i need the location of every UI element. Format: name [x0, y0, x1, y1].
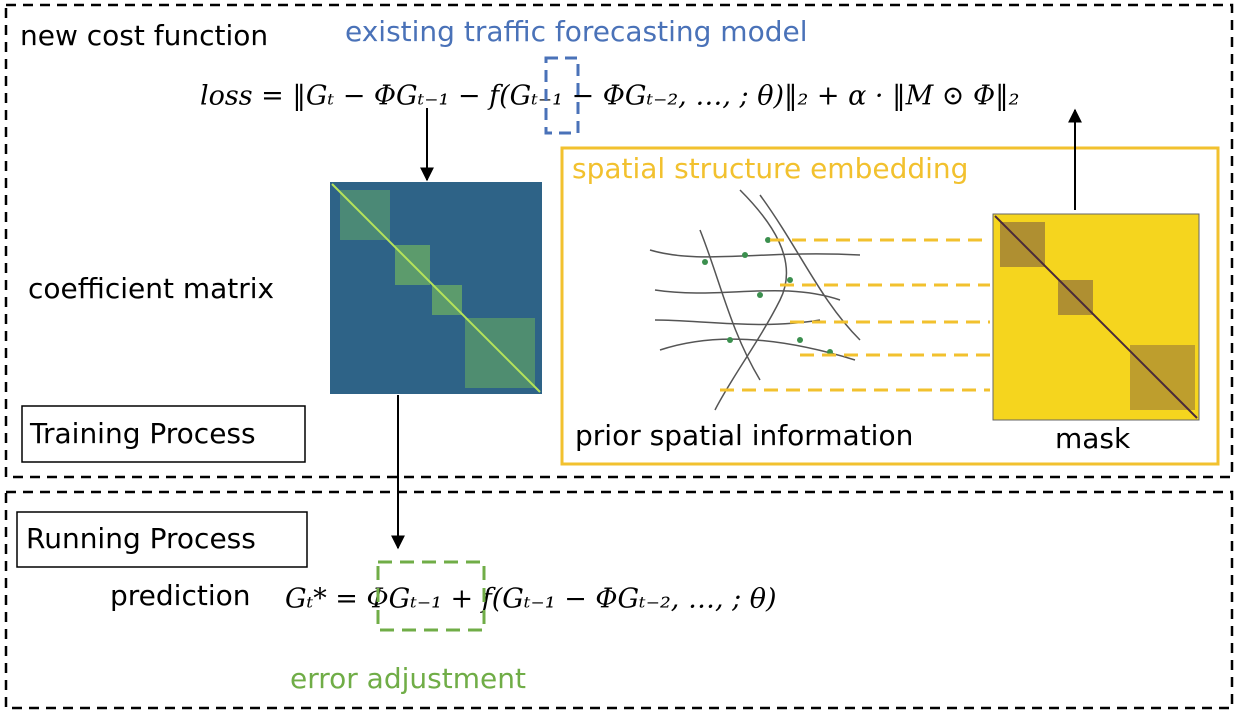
coefficient-label: coefficient matrix [28, 272, 274, 305]
embedding-frame [560, 146, 1220, 466]
mask-label: mask [1055, 422, 1131, 455]
model-label: existing traffic forecasting model [345, 15, 807, 48]
training-label: Training Process [29, 417, 256, 450]
model-highlight [544, 56, 580, 135]
cost-title: new cost function [20, 19, 268, 52]
training-frame [4, 3, 1234, 479]
prediction-equation: Gₜ* = ΦGₜ₋₁ + f(Gₜ₋₁ − ΦGₜ₋₂, …, ; θ) [285, 584, 777, 615]
road-map [649, 189, 861, 411]
running-label: Running Process [26, 522, 256, 555]
running-frame [4, 490, 1234, 710]
adjustment-highlight [376, 560, 486, 632]
map-label: prior spatial information [575, 419, 913, 452]
training-box [21, 405, 306, 463]
loss-equation: loss = ‖Gₜ − ΦGₜ₋₁ − f(Gₜ₋₁ − ΦGₜ₋₂, …, … [200, 81, 1019, 112]
embedding-title: spatial structure embedding [572, 152, 968, 185]
mask-matrix [992, 213, 1200, 421]
adjustment-label: error adjustment [290, 662, 526, 695]
prediction-label: prediction [110, 579, 250, 612]
running-box [16, 511, 308, 568]
link-lines [720, 238, 990, 392]
coefficient-matrix [330, 182, 542, 394]
